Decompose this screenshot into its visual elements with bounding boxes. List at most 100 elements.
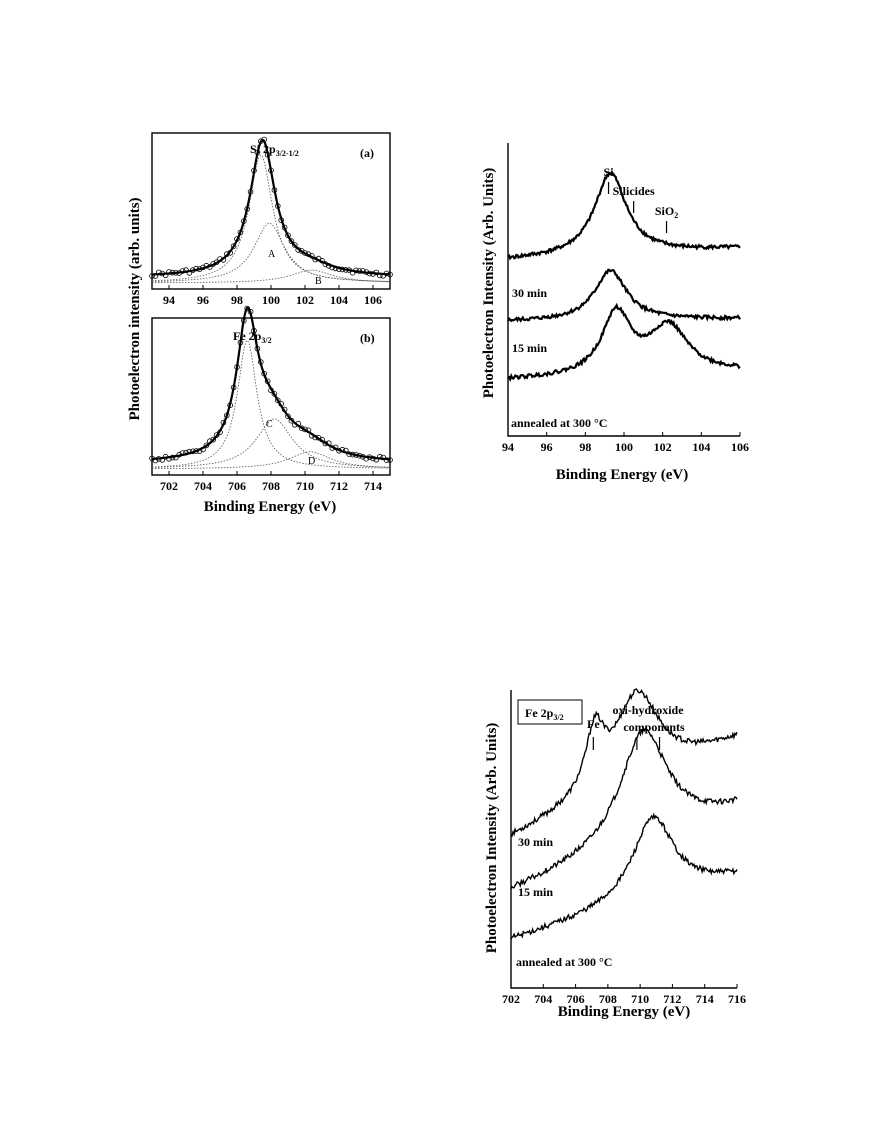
fe-series-label-15min: 15 min [518, 885, 553, 899]
panel-a-data-point [274, 203, 281, 209]
panel-a-data-point [336, 266, 342, 272]
panel-a-data-point [210, 261, 217, 267]
panel-b-data-point [329, 445, 336, 451]
panel-b-data-point [159, 457, 166, 463]
panel-b-ticklabel-706: 706 [228, 479, 246, 493]
panel-a-data-point [234, 236, 240, 242]
panel-a-data-point [156, 269, 162, 276]
panel-fe-series-0 [510, 688, 738, 838]
panel-a-data-point [190, 267, 196, 273]
panel-fe-ticklabel-716: 716 [728, 992, 746, 1006]
panel-a-data-point [285, 232, 291, 239]
panel-a-data-point [213, 259, 220, 266]
panel-a-data-point [149, 273, 155, 279]
component-label-a: A [268, 249, 276, 260]
panel-a-data-point [359, 268, 366, 274]
panel-a-data-point [278, 217, 285, 223]
fe-series-label-30min: 30 min [518, 835, 553, 849]
panel-b-data-point [332, 444, 339, 451]
panel-b-data-point [349, 451, 356, 458]
panel-b-ticklabel-712: 712 [330, 479, 348, 493]
panel-a-data-point [237, 229, 244, 236]
panel-b-data-point [179, 450, 186, 456]
panel-b-data-point [366, 454, 373, 461]
panel-a-data-point [373, 269, 380, 276]
panel-b-data-point [237, 339, 244, 346]
panel-a-ticklabel-102: 102 [296, 293, 314, 307]
panel-a-ticklabel-94: 94 [163, 293, 175, 307]
panel-si-ticklabel-96: 96 [541, 440, 553, 454]
panel-b-data-point [183, 449, 189, 456]
panel-b-data-point [186, 448, 193, 455]
panel-ab-ylabel: Photoelectron intensity (arb. units) [127, 197, 143, 420]
panel-fe-ticklabel-708: 708 [599, 992, 617, 1006]
panel-a-data-point [166, 269, 172, 275]
component-label-d: D [308, 456, 315, 467]
panel-si-curves [506, 171, 741, 383]
panel-b-data-point [196, 448, 203, 454]
panel-a-data-point [217, 256, 223, 262]
panel-a-data-point [271, 187, 278, 193]
panel-fe-ticklabel-714: 714 [696, 992, 714, 1006]
panel-b-data-point [315, 434, 322, 441]
panel-b-data-point [224, 412, 230, 419]
panel-b-data-point [336, 447, 342, 454]
panel-a-data-point [247, 189, 254, 195]
panel-b-data-point [217, 429, 223, 436]
panel-b-data-point [152, 457, 159, 464]
panel-b-data-point [322, 440, 329, 447]
panel-b-data-point [264, 378, 271, 385]
panel-a-xticks: 94 96 98 100 102 104 106 [163, 285, 382, 307]
panel-b-data-point [261, 370, 268, 377]
panel-b-ticklabel-702: 702 [160, 479, 178, 493]
panel-a-data-point [261, 136, 268, 143]
panel-b-data-point [356, 452, 363, 459]
panel-fe-series-1 [510, 726, 738, 890]
panel-si-series-0 [507, 171, 741, 261]
panel-b-data-point [247, 308, 254, 315]
panel-si-xticks: 94 96 98 100 102 104 106 [502, 432, 749, 454]
panel-b-data-point [370, 455, 376, 462]
panel-fe-curves [510, 688, 738, 940]
panel-si-ylabel: Photoelectron Intensity (Arb. Units) [481, 168, 497, 399]
panel-si-series-1 [506, 268, 741, 323]
fe-series-label-annealed: annealed at 300 °C [516, 955, 612, 969]
panel-b-data-point [302, 426, 308, 433]
panel-a-data-point [244, 206, 251, 212]
panel-a-data-point [281, 224, 288, 231]
panel-a-data-point [203, 262, 210, 269]
panel-b-data-point [285, 413, 291, 420]
component-label-b: B [315, 276, 322, 287]
panel-a-data-point [291, 242, 298, 248]
panel-si-ticklabel-100: 100 [615, 440, 633, 454]
panel-a-data-point [322, 261, 329, 267]
panel-b-xlabel: Binding Energy (eV) [204, 499, 337, 515]
panel-b-data-point [241, 317, 247, 324]
panel-a-curves [149, 136, 393, 284]
panel-a-data-point [268, 167, 274, 174]
panel-fe-markers: Fe [587, 717, 661, 750]
panel-b-annotation: Fe 2p3/2 [233, 329, 272, 345]
panel-b-data-point [257, 359, 264, 365]
panel-b-data-point [203, 442, 210, 449]
panel-b-data-point [176, 451, 183, 458]
panel-a-data-point [383, 270, 390, 277]
panel-fe-xlabel: Binding Energy (eV) [558, 1004, 691, 1020]
panel-fe-ticklabel-712: 712 [663, 992, 681, 1006]
panel-b-ticklabel-704: 704 [194, 479, 212, 493]
panel-b-data-point [288, 417, 295, 424]
panel-si-marker-label-2: SiO2 [655, 204, 678, 220]
panel-a-data-point [251, 167, 257, 174]
panel-a-data-point [257, 138, 264, 145]
panel-a-data-point [264, 152, 271, 158]
panel-b-curves [149, 305, 393, 469]
panel-a-data-point [230, 243, 237, 250]
panel-a-ticklabel-98: 98 [231, 293, 243, 307]
panel-a-data-point [363, 269, 370, 275]
panel-fe-ticklabel-702: 702 [502, 992, 520, 1006]
panel-a-ticklabel-96: 96 [197, 293, 209, 307]
panel-a-ticklabel-100: 100 [262, 293, 280, 307]
panel-a-component-curve-3 [152, 269, 391, 284]
